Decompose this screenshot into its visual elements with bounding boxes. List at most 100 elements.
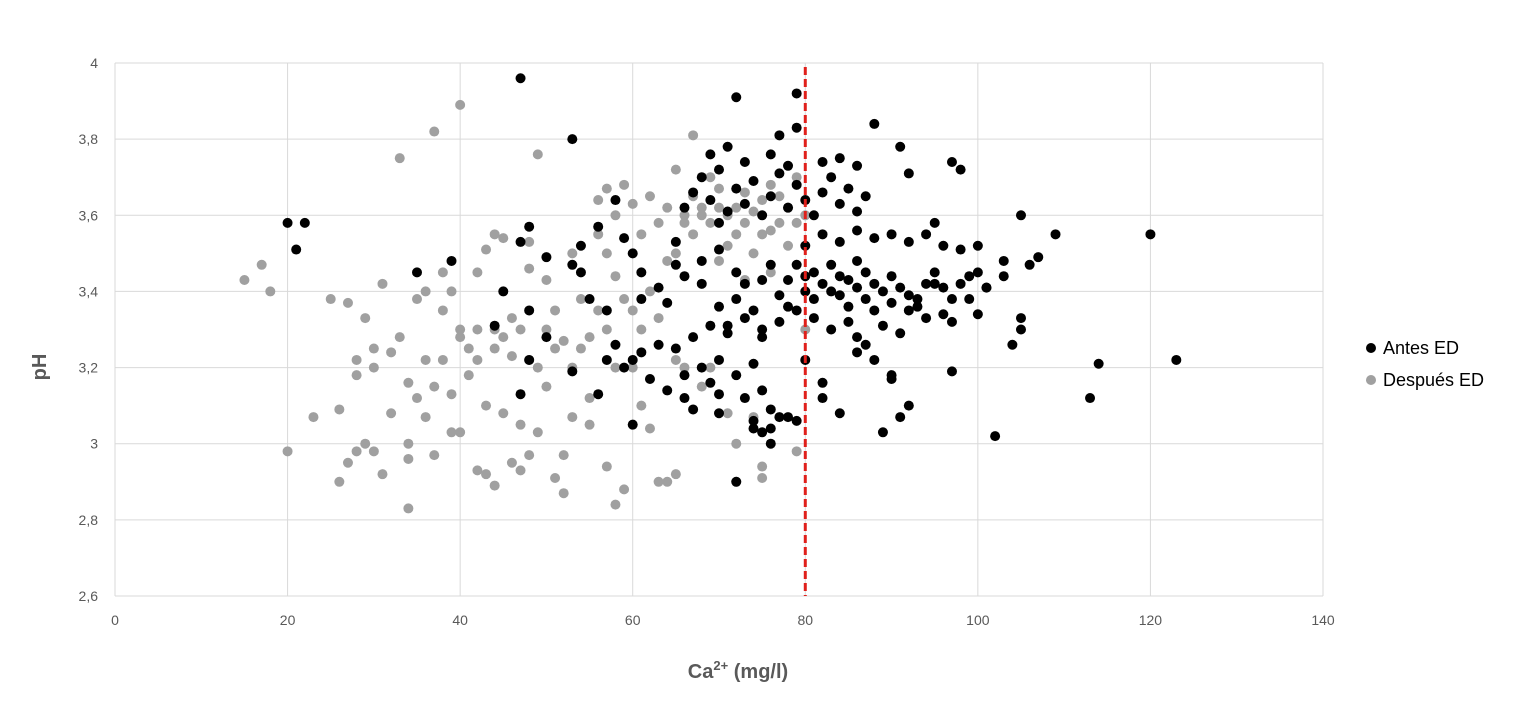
data-point xyxy=(757,324,768,335)
data-point xyxy=(998,255,1009,266)
y-tick-label: 2,8 xyxy=(79,512,99,528)
data-point xyxy=(265,286,276,297)
data-point xyxy=(472,465,483,476)
data-point xyxy=(601,461,612,472)
data-point xyxy=(705,320,716,331)
data-point xyxy=(299,217,310,228)
x-tick-label: 80 xyxy=(797,612,813,628)
data-point xyxy=(921,278,932,289)
data-point xyxy=(368,446,379,457)
data-point xyxy=(739,156,750,167)
data-point xyxy=(808,313,819,324)
data-point xyxy=(653,217,664,228)
data-point xyxy=(757,461,768,472)
data-point xyxy=(455,99,466,110)
data-point xyxy=(437,354,448,365)
data-point xyxy=(515,324,526,335)
data-point xyxy=(757,195,768,206)
data-point xyxy=(619,362,630,373)
data-point xyxy=(852,347,863,358)
data-point xyxy=(541,252,552,263)
data-point xyxy=(437,267,448,278)
data-point xyxy=(860,267,871,278)
data-point xyxy=(688,229,699,240)
data-point xyxy=(567,412,578,423)
data-point xyxy=(955,278,966,289)
data-point xyxy=(532,362,543,373)
data-point xyxy=(644,286,655,297)
data-point xyxy=(886,370,897,381)
data-point xyxy=(653,282,664,293)
data-point xyxy=(1007,339,1018,350)
data-point xyxy=(308,412,319,423)
data-point xyxy=(791,122,802,133)
data-point xyxy=(791,217,802,228)
data-point xyxy=(1093,358,1104,369)
y-tick-label: 3,4 xyxy=(79,283,99,299)
data-point xyxy=(929,267,940,278)
data-point xyxy=(688,404,699,415)
data-point xyxy=(972,267,983,278)
data-point xyxy=(722,240,733,251)
data-point xyxy=(705,377,716,388)
data-point xyxy=(817,229,828,240)
data-point xyxy=(817,187,828,198)
data-point xyxy=(843,275,854,286)
data-point xyxy=(731,183,742,194)
data-point xyxy=(584,332,595,343)
data-point xyxy=(437,305,448,316)
data-point xyxy=(903,236,914,247)
data-point xyxy=(826,286,837,297)
data-point xyxy=(360,313,371,324)
data-point xyxy=(739,198,750,209)
legend-marker-antes xyxy=(1366,343,1376,353)
data-point xyxy=(463,343,474,354)
data-point xyxy=(800,286,811,297)
data-point xyxy=(895,282,906,293)
data-point xyxy=(351,354,362,365)
y-tick-label: 4 xyxy=(90,55,98,71)
data-point xyxy=(644,423,655,434)
data-point xyxy=(783,275,794,286)
data-point xyxy=(575,294,586,305)
data-point xyxy=(670,354,681,365)
data-point xyxy=(757,472,768,483)
data-point xyxy=(765,179,776,190)
data-point xyxy=(696,278,707,289)
data-point xyxy=(627,362,638,373)
data-point xyxy=(377,469,388,480)
data-point xyxy=(446,286,457,297)
tick-labels: 0 20 40 60 80 100 120 140 2,6 2,8 3 3,2 3,4 3,6 3,8 4 xyxy=(79,55,1335,628)
data-point xyxy=(1050,229,1061,240)
data-point xyxy=(455,427,466,438)
data-point xyxy=(558,450,569,461)
data-point xyxy=(394,153,405,164)
data-point xyxy=(1016,210,1026,221)
data-point xyxy=(791,446,802,457)
data-point xyxy=(929,217,940,228)
data-point xyxy=(515,389,526,400)
data-point xyxy=(498,408,509,419)
data-point xyxy=(610,339,621,350)
data-point xyxy=(791,259,802,270)
data-point xyxy=(739,393,750,404)
data-point xyxy=(722,206,733,217)
data-point xyxy=(869,354,880,365)
x-axis-title: Ca2+ (mg/l) xyxy=(688,658,788,683)
data-point xyxy=(601,183,612,194)
data-point xyxy=(506,313,517,324)
data-point xyxy=(696,255,707,266)
data-point xyxy=(714,244,724,255)
data-point xyxy=(489,480,500,491)
data-point xyxy=(670,469,681,480)
data-point xyxy=(644,191,655,202)
data-point xyxy=(722,408,733,419)
data-point xyxy=(903,400,914,411)
data-point xyxy=(774,290,785,301)
data-point xyxy=(843,183,854,194)
data-point xyxy=(860,294,871,305)
data-point xyxy=(524,263,535,274)
data-point xyxy=(929,278,940,289)
